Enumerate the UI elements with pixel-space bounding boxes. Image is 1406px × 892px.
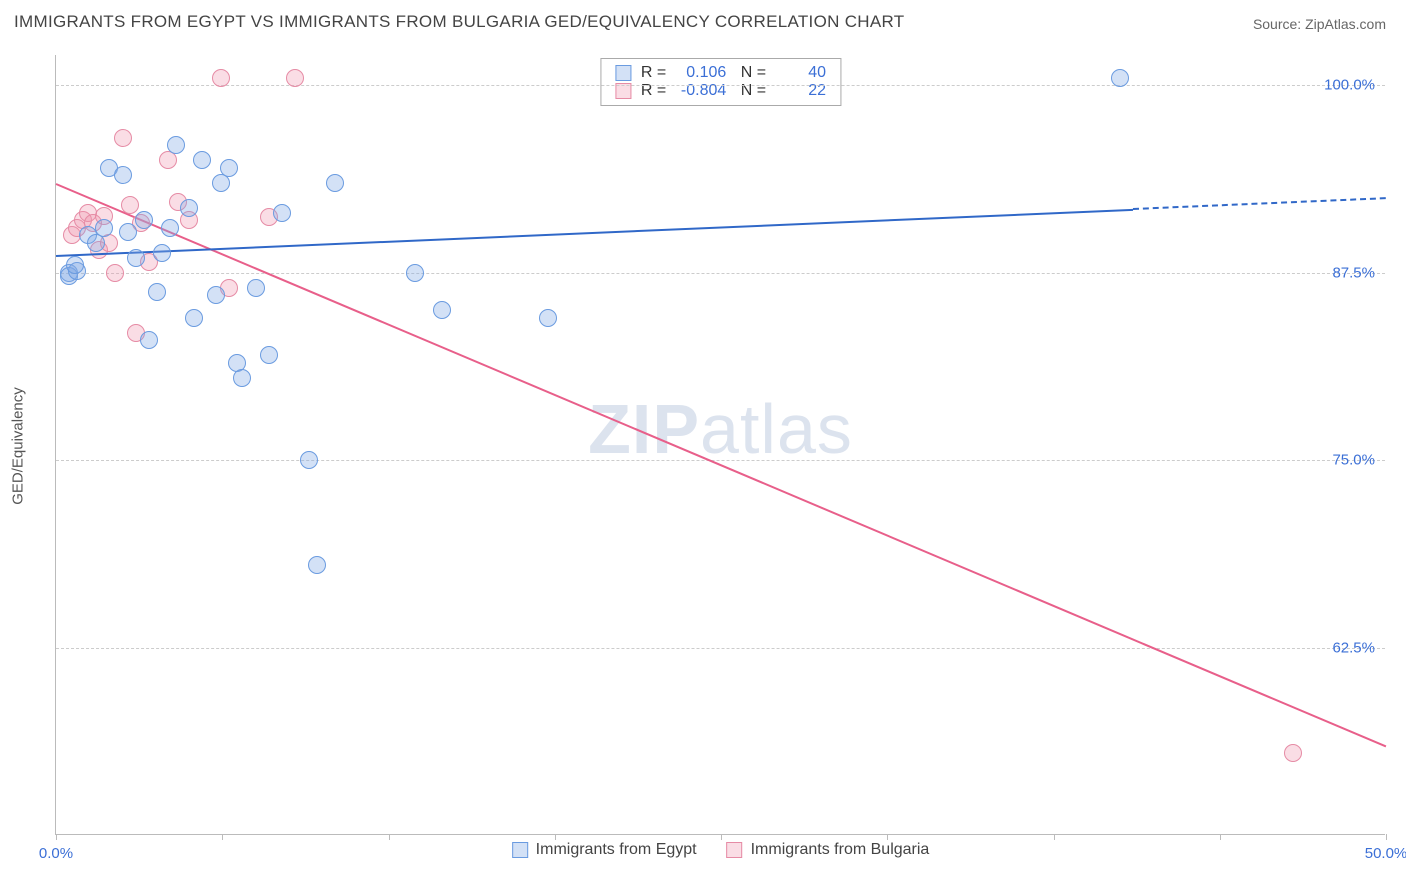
- source-attribution: Source: ZipAtlas.com: [1253, 16, 1386, 32]
- data-point-egypt: [207, 286, 225, 304]
- data-point-egypt: [193, 151, 211, 169]
- data-point-bulgaria: [1284, 744, 1302, 762]
- data-point-egypt: [433, 301, 451, 319]
- gridline-h: [56, 648, 1385, 649]
- watermark-rest: atlas: [700, 390, 853, 468]
- swatch-bulgaria-icon: [727, 842, 743, 858]
- legend-label-bulgaria: Immigrants from Bulgaria: [751, 841, 930, 859]
- swatch-egypt-icon: [615, 65, 631, 81]
- data-point-egypt: [66, 256, 84, 274]
- data-point-egypt: [185, 309, 203, 327]
- data-point-bulgaria: [121, 196, 139, 214]
- y-axis-label: GED/Equivalency: [10, 387, 27, 505]
- data-point-bulgaria: [106, 264, 124, 282]
- data-point-egypt: [308, 556, 326, 574]
- data-point-egypt: [247, 279, 265, 297]
- data-point-egypt: [406, 264, 424, 282]
- gridline-h: [56, 460, 1385, 461]
- data-point-egypt: [260, 346, 278, 364]
- gridline-h: [56, 85, 1385, 86]
- data-point-bulgaria: [212, 69, 230, 87]
- data-point-egypt: [180, 199, 198, 217]
- legend-item-bulgaria: Immigrants from Bulgaria: [727, 841, 930, 859]
- x-tick: [721, 834, 722, 840]
- data-point-bulgaria: [114, 129, 132, 147]
- chart-title: IMMIGRANTS FROM EGYPT VS IMMIGRANTS FROM…: [14, 12, 904, 32]
- data-point-egypt: [233, 369, 251, 387]
- x-tick: [1054, 834, 1055, 840]
- trend-line-egypt-dashed: [1133, 197, 1386, 210]
- r-label: R =: [641, 64, 666, 82]
- data-point-egypt: [539, 309, 557, 327]
- x-tick: [1386, 834, 1387, 840]
- x-tick-label: 0.0%: [39, 845, 73, 862]
- trend-line-egypt: [56, 208, 1133, 256]
- y-tick-label: 75.0%: [1332, 452, 1375, 469]
- data-point-egypt: [127, 249, 145, 267]
- legend-label-egypt: Immigrants from Egypt: [536, 841, 697, 859]
- data-point-egypt: [148, 283, 166, 301]
- legend-item-egypt: Immigrants from Egypt: [512, 841, 697, 859]
- y-tick-label: 87.5%: [1332, 264, 1375, 281]
- x-tick: [1220, 834, 1221, 840]
- data-point-egypt: [135, 211, 153, 229]
- bottom-legend: Immigrants from Egypt Immigrants from Bu…: [512, 841, 930, 859]
- r-value-egypt: 0.106: [676, 64, 726, 82]
- data-point-egypt: [119, 223, 137, 241]
- swatch-egypt-icon: [512, 842, 528, 858]
- x-tick: [56, 834, 57, 840]
- watermark-text: ZIPatlas: [588, 389, 853, 469]
- gridline-h: [56, 273, 1385, 274]
- plot-area: ZIPatlas R = 0.106 N = 40 R = -0.804 N =…: [55, 55, 1385, 835]
- n-value-egypt: 40: [776, 64, 826, 82]
- y-tick-label: 62.5%: [1332, 639, 1375, 656]
- data-point-egypt: [114, 166, 132, 184]
- x-tick: [555, 834, 556, 840]
- trend-line-bulgaria: [56, 183, 1387, 747]
- data-point-egypt: [161, 219, 179, 237]
- data-point-egypt: [153, 244, 171, 262]
- x-tick: [887, 834, 888, 840]
- stats-row-egypt: R = 0.106 N = 40: [615, 64, 826, 82]
- data-point-egypt: [167, 136, 185, 154]
- stats-legend-box: R = 0.106 N = 40 R = -0.804 N = 22: [600, 58, 841, 106]
- data-point-egypt: [300, 451, 318, 469]
- n-label: N =: [736, 64, 766, 82]
- data-point-egypt: [273, 204, 291, 222]
- watermark-bold: ZIP: [588, 390, 700, 468]
- x-tick: [389, 834, 390, 840]
- data-point-egypt: [326, 174, 344, 192]
- data-point-egypt: [140, 331, 158, 349]
- y-tick-label: 100.0%: [1324, 77, 1375, 94]
- data-point-egypt: [1111, 69, 1129, 87]
- x-tick-label: 50.0%: [1365, 845, 1406, 862]
- data-point-egypt: [220, 159, 238, 177]
- x-tick: [222, 834, 223, 840]
- data-point-egypt: [95, 219, 113, 237]
- data-point-bulgaria: [286, 69, 304, 87]
